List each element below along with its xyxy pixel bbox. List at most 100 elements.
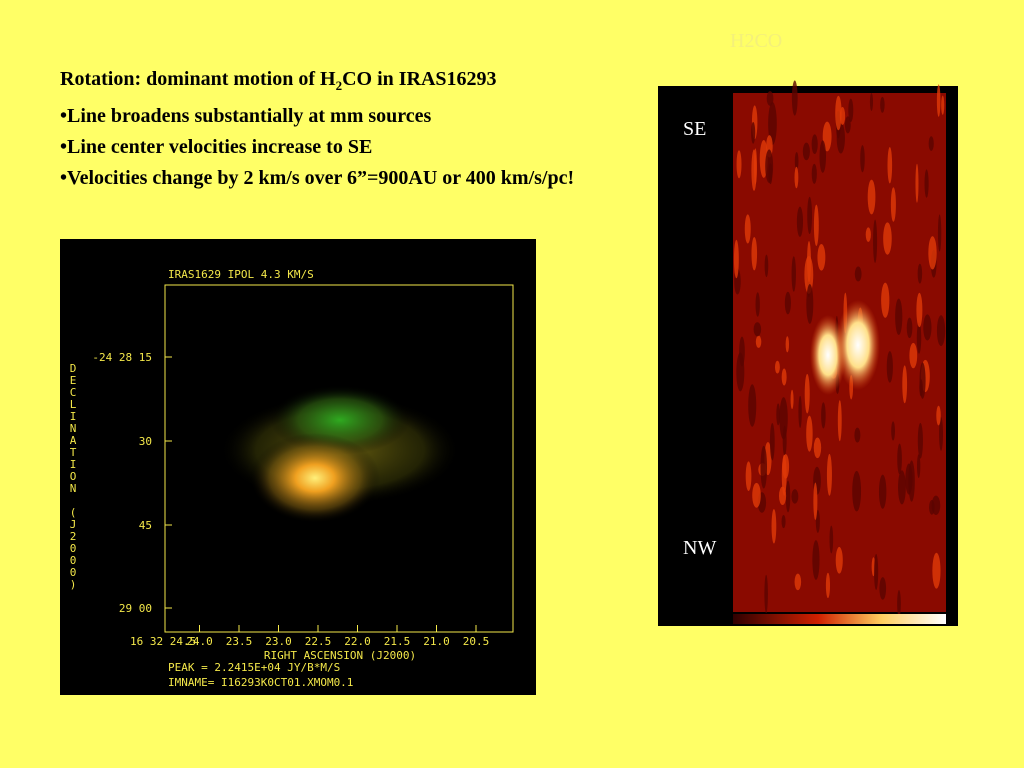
- streak: [813, 204, 819, 247]
- streak: [835, 546, 843, 574]
- streak: [941, 95, 945, 115]
- streak: [778, 486, 787, 506]
- streak: [897, 443, 902, 475]
- streak: [829, 525, 834, 554]
- streak: [755, 335, 762, 348]
- streak: [811, 134, 818, 154]
- subscript: 2: [335, 78, 343, 93]
- right-image: SE NW: [658, 80, 958, 626]
- streak: [917, 263, 923, 284]
- image-note: PEAK = 2.2415E+04 JY/B*M/S: [168, 661, 340, 674]
- bullet: •Line broadens substantially at mm sourc…: [60, 105, 432, 127]
- streak: [883, 222, 892, 255]
- text: CO in IRAS16293: [342, 68, 497, 90]
- streak: [817, 243, 826, 271]
- streak: [874, 553, 879, 591]
- streak: [895, 298, 903, 335]
- plot-frame: [164, 284, 514, 633]
- streak: [798, 395, 802, 428]
- streak: [890, 187, 896, 222]
- streak: [804, 373, 810, 414]
- streak: [785, 336, 790, 353]
- streak: [764, 254, 769, 278]
- streak: [796, 206, 804, 237]
- x-tick-label: 23.0: [265, 635, 292, 648]
- streak: [766, 91, 774, 106]
- left-image: IRAS1629 IPOL 4.3 KM/S RIGHT ASCENSION (…: [60, 239, 536, 695]
- streak: [755, 292, 760, 317]
- streak: [917, 454, 921, 479]
- streak: [744, 214, 751, 244]
- streak: [764, 574, 768, 614]
- bullet: •Velocities change by 2 km/s over 6”=900…: [60, 167, 575, 189]
- streak: [928, 236, 937, 270]
- streak: [879, 577, 887, 600]
- streak: [753, 148, 757, 185]
- streak: [916, 292, 923, 328]
- streak: [794, 152, 799, 170]
- streak: [781, 368, 787, 386]
- streak: [937, 214, 942, 252]
- image-note: IMNAME= I16293K0CT01.XMOM0.1: [168, 676, 353, 689]
- streak: [886, 351, 893, 383]
- streak: [774, 360, 780, 374]
- streak: [784, 291, 791, 315]
- streak: [804, 255, 814, 294]
- y-tick-label: 29 00: [119, 602, 152, 615]
- y-tick-label: 45: [139, 519, 152, 532]
- streak: [906, 317, 913, 339]
- streak: [936, 315, 946, 347]
- streak: [902, 365, 908, 404]
- bullet: •Line center velocities increase to SE: [60, 136, 373, 158]
- bullet-list: Rotation: dominant motion of H2CO in IRA…: [60, 64, 630, 194]
- streak: [812, 540, 820, 580]
- streak: [794, 166, 799, 189]
- y-tick-label: -24 28 15: [92, 351, 152, 364]
- streak: [765, 149, 774, 183]
- direction-label: NW: [683, 537, 716, 559]
- streak: [819, 140, 826, 173]
- streak: [852, 470, 862, 512]
- streak: [848, 98, 854, 123]
- direction-label: SE: [683, 118, 706, 140]
- streak: [936, 405, 941, 426]
- streak: [891, 421, 895, 441]
- streak: [860, 145, 865, 173]
- streak: [791, 256, 796, 292]
- image-title: IRAS1629 IPOL 4.3 KM/S: [168, 268, 314, 281]
- streak: [736, 150, 742, 179]
- x-tick-label: 21.5: [384, 635, 411, 648]
- streak: [869, 93, 874, 111]
- streak: [917, 422, 923, 459]
- streak: [897, 590, 901, 618]
- streak: [768, 102, 777, 146]
- y-tick-label: 30: [139, 435, 152, 448]
- streak: [867, 179, 876, 215]
- streak: [822, 121, 832, 152]
- ticks: -24 28 15 30 45 29 00 16 32 24.524.0 23.5 23.0…: [92, 351, 489, 648]
- x-tick-label: 22.0: [344, 635, 371, 648]
- streak: [873, 219, 878, 263]
- streak: [791, 80, 798, 116]
- streak: [794, 573, 802, 591]
- streak: [811, 163, 817, 184]
- streak: [939, 417, 943, 451]
- streak: [785, 480, 791, 513]
- streak: [826, 453, 832, 496]
- streak: [769, 422, 775, 461]
- emission: [250, 433, 380, 523]
- streak: [916, 322, 922, 354]
- streak: [821, 402, 826, 429]
- x-tick-label: 20.5: [463, 635, 490, 648]
- streak: [878, 474, 887, 509]
- streak: [815, 509, 820, 533]
- streak: [806, 415, 813, 452]
- x-tick-label: 21.0: [423, 635, 450, 648]
- streak: [745, 461, 752, 492]
- x-tick-label: 24.0: [186, 635, 213, 648]
- streak: [813, 482, 818, 521]
- streak: [854, 427, 861, 443]
- streak: [791, 489, 799, 504]
